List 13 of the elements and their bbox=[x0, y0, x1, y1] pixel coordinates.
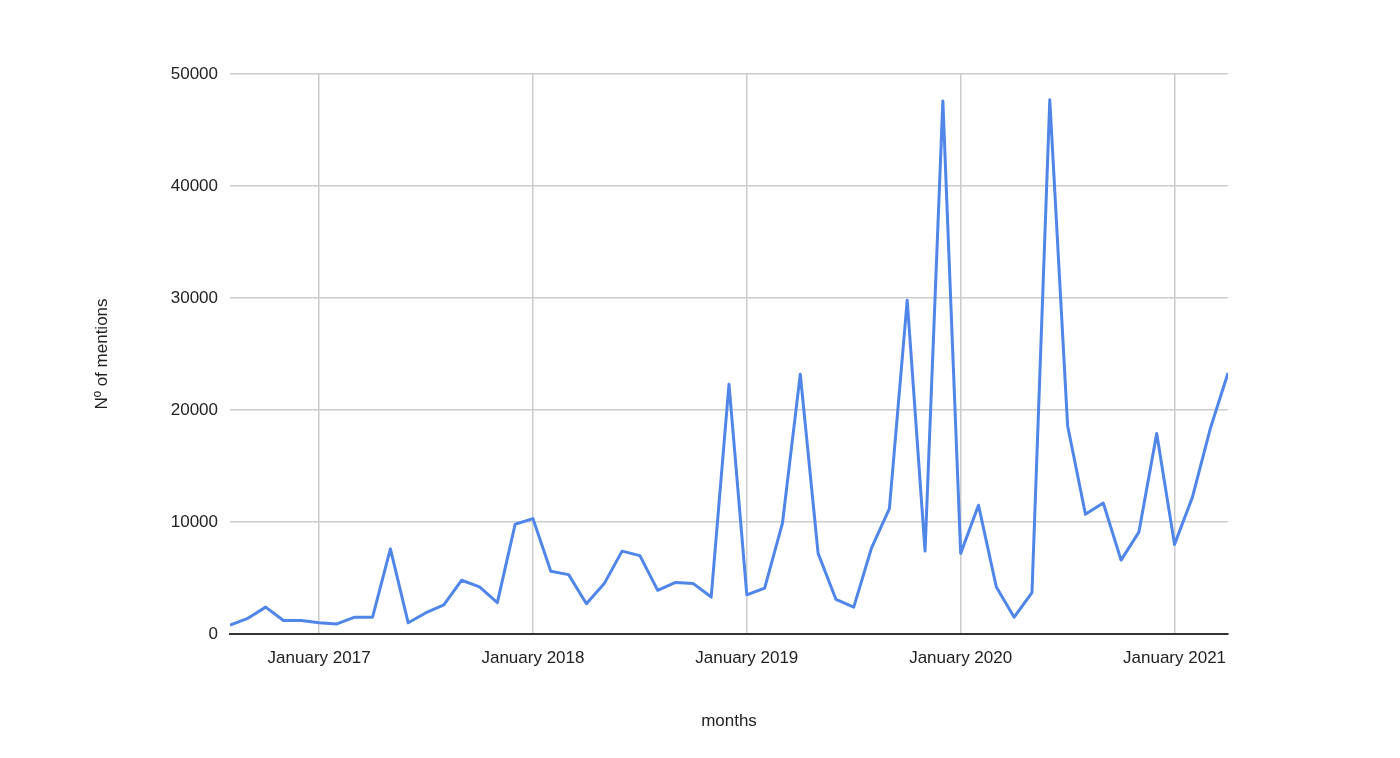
y-tick-label: 30000 bbox=[170, 287, 218, 307]
y-tick-label: 10000 bbox=[170, 511, 218, 531]
x-tick-label: January 2017 bbox=[267, 647, 371, 667]
y-tick-label: 0 bbox=[208, 623, 218, 643]
x-tick-label: January 2021 bbox=[1123, 647, 1227, 667]
x-tick-label: January 2019 bbox=[695, 647, 799, 667]
y-tick-label: 20000 bbox=[170, 399, 218, 419]
x-tick-label: January 2020 bbox=[909, 647, 1013, 667]
y-tick-label: 40000 bbox=[170, 175, 218, 195]
y-axis-title: Nº of mentions bbox=[91, 298, 111, 410]
y-tick-label: 50000 bbox=[170, 63, 218, 83]
x-tick-label: January 2018 bbox=[481, 647, 585, 667]
x-axis-title: months bbox=[701, 711, 757, 731]
